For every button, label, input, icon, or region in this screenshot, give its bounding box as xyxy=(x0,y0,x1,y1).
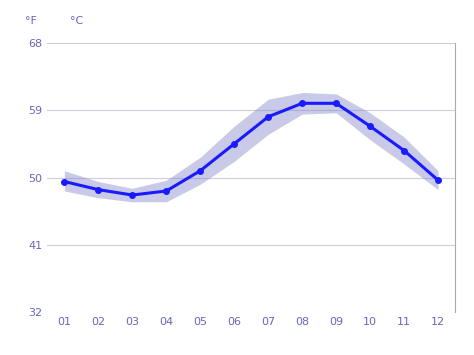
Text: °F: °F xyxy=(25,16,37,26)
Text: °C: °C xyxy=(70,16,83,26)
